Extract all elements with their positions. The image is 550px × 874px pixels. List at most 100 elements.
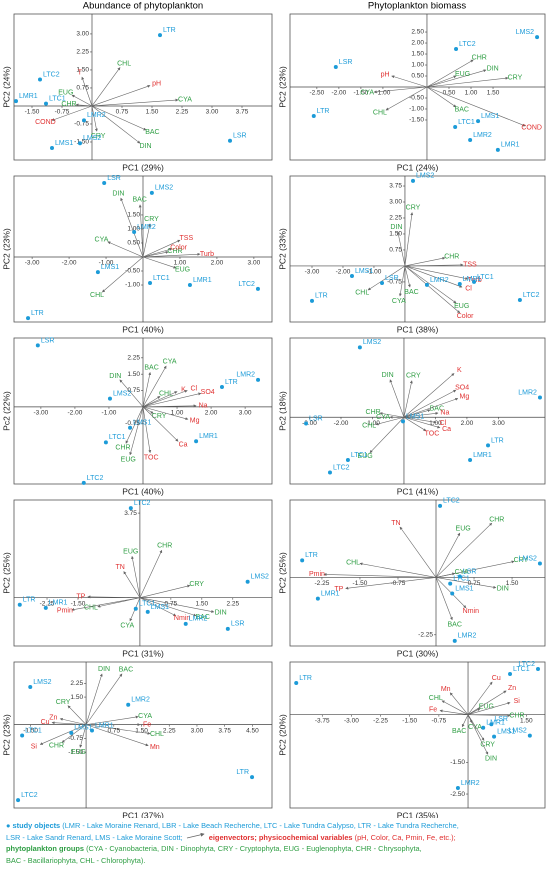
point-label: LMS1	[406, 413, 424, 420]
point-label: LMR2	[473, 132, 492, 139]
study-object	[455, 786, 460, 791]
eigenvector	[403, 411, 439, 418]
legend-label: phytoplankton groups	[6, 844, 85, 853]
point-label: LMR2	[461, 780, 480, 787]
vector-label: EUG	[121, 456, 136, 463]
point-label: LTR	[317, 108, 330, 115]
vector-label: CHR	[167, 248, 182, 255]
vector-label: Ca	[442, 426, 451, 433]
point-label: LMS2	[509, 727, 527, 734]
y-tick-label: 2.25	[70, 680, 83, 687]
study-object	[294, 680, 299, 685]
x-axis-title: PC1 (38%)	[397, 324, 439, 334]
y-tick-label: 3.75	[389, 183, 402, 190]
x-tick-label: -3.00	[33, 410, 48, 417]
vector-label: Turb	[200, 251, 214, 258]
point-label: LMS2	[516, 29, 534, 36]
point-label: LTC1	[25, 727, 42, 734]
point-label: LSR	[41, 337, 55, 344]
x-tick-label: -3.00	[25, 260, 40, 267]
vector-label: CHR	[472, 54, 487, 61]
y-tick-label: 0.50	[411, 73, 424, 80]
eigenvector	[142, 252, 201, 258]
study-object	[256, 377, 261, 382]
study-object	[457, 574, 462, 579]
y-tick-label: 0.75	[389, 247, 402, 254]
point-label: LMR2	[137, 224, 156, 231]
x-tick-label: -2.00	[331, 90, 346, 97]
legend-bullet: ●	[6, 821, 11, 830]
eigenvector	[85, 724, 149, 747]
vector-label: DIN	[485, 756, 497, 763]
legend: ● study objects (LMR - Lake Moraine Rena…	[6, 820, 546, 866]
study-object	[219, 385, 224, 390]
x-axis-title: PC1 (40%)	[122, 324, 164, 334]
vector-label: CYA	[95, 237, 109, 244]
eigenvector	[426, 86, 526, 127]
column-title: Abundance of phytoplankton	[83, 1, 203, 12]
vector-label: TSS	[180, 235, 194, 242]
point-label: LMR1	[321, 590, 340, 597]
study-object	[148, 281, 153, 286]
point-label: LTR	[236, 769, 249, 776]
study-object	[311, 114, 316, 119]
point-label: LMS2	[155, 185, 173, 192]
plot-frame	[289, 499, 546, 647]
eigenvector	[449, 692, 469, 715]
y-axis-title: PC2 (23%)	[1, 228, 11, 270]
x-tick-label: 3.00	[492, 420, 505, 427]
vector-label: CHL	[159, 391, 173, 398]
point-label: LMS1	[133, 420, 151, 427]
vector-label: pH	[152, 81, 161, 88]
vector-label: COND	[521, 125, 542, 132]
point-label: LMR2	[518, 389, 537, 396]
eigenvector	[86, 715, 139, 725]
vector-label: BAC	[145, 129, 159, 136]
x-tick-label: -0.75	[391, 580, 406, 587]
x-tick-label: -2.50	[309, 90, 324, 97]
study-object	[333, 64, 338, 69]
vector-label: TN	[115, 564, 124, 571]
vector-label: EUG	[123, 548, 138, 555]
study-object	[380, 280, 385, 285]
y-tick-label: 0.50	[127, 240, 140, 247]
vector-label: BAC	[455, 107, 469, 114]
x-tick-label: 1.50	[135, 727, 148, 734]
point-label: LMR1	[463, 276, 482, 283]
eigenvector	[385, 86, 428, 111]
vector-label: CHR	[366, 409, 381, 416]
vector-label: DIN	[497, 585, 509, 592]
y-axis-title: PC2 (25%)	[1, 552, 11, 594]
study-object	[145, 609, 150, 614]
legend-line: BAC - Bacillariophyta, CHL - Chlorophyta…	[6, 855, 546, 867]
x-tick-label: -3.75	[315, 717, 330, 724]
eigenvector	[323, 572, 437, 578]
point-label: LMS1	[101, 264, 119, 271]
y-tick-label: -0.75	[387, 279, 402, 286]
point-label: LMS1	[355, 268, 373, 275]
legend-text: (CYA - Cyanobacteria, DIN - Dinophyta, C…	[86, 844, 422, 853]
x-tick-label: -1.00	[376, 90, 391, 97]
study-object	[82, 118, 86, 123]
point-label: LMS1	[481, 113, 499, 120]
study-object	[476, 119, 481, 124]
eigenvector	[138, 204, 144, 258]
point-label: LMS2	[33, 679, 51, 686]
y-tick-label: -2.50	[450, 791, 465, 798]
eigenvector	[396, 231, 406, 267]
y-tick-label: 2.50	[411, 29, 424, 36]
vector-label: CYA	[163, 359, 177, 366]
vector-label: Mg	[190, 417, 200, 424]
eigenvector	[142, 223, 151, 258]
x-axis-title: PC1 (24%)	[397, 162, 439, 172]
vector-label: EUG	[358, 453, 373, 460]
study-object	[424, 282, 429, 287]
y-tick-label: 1.50	[70, 694, 83, 701]
study-object	[95, 270, 100, 275]
point-label: LTC2	[134, 500, 151, 507]
vector-label: Na	[199, 403, 208, 410]
vector-label: CYA	[455, 569, 469, 576]
point-label: LSR	[231, 621, 245, 628]
x-tick-label: -2.00	[68, 410, 83, 417]
point-label: LTC2	[43, 71, 60, 78]
